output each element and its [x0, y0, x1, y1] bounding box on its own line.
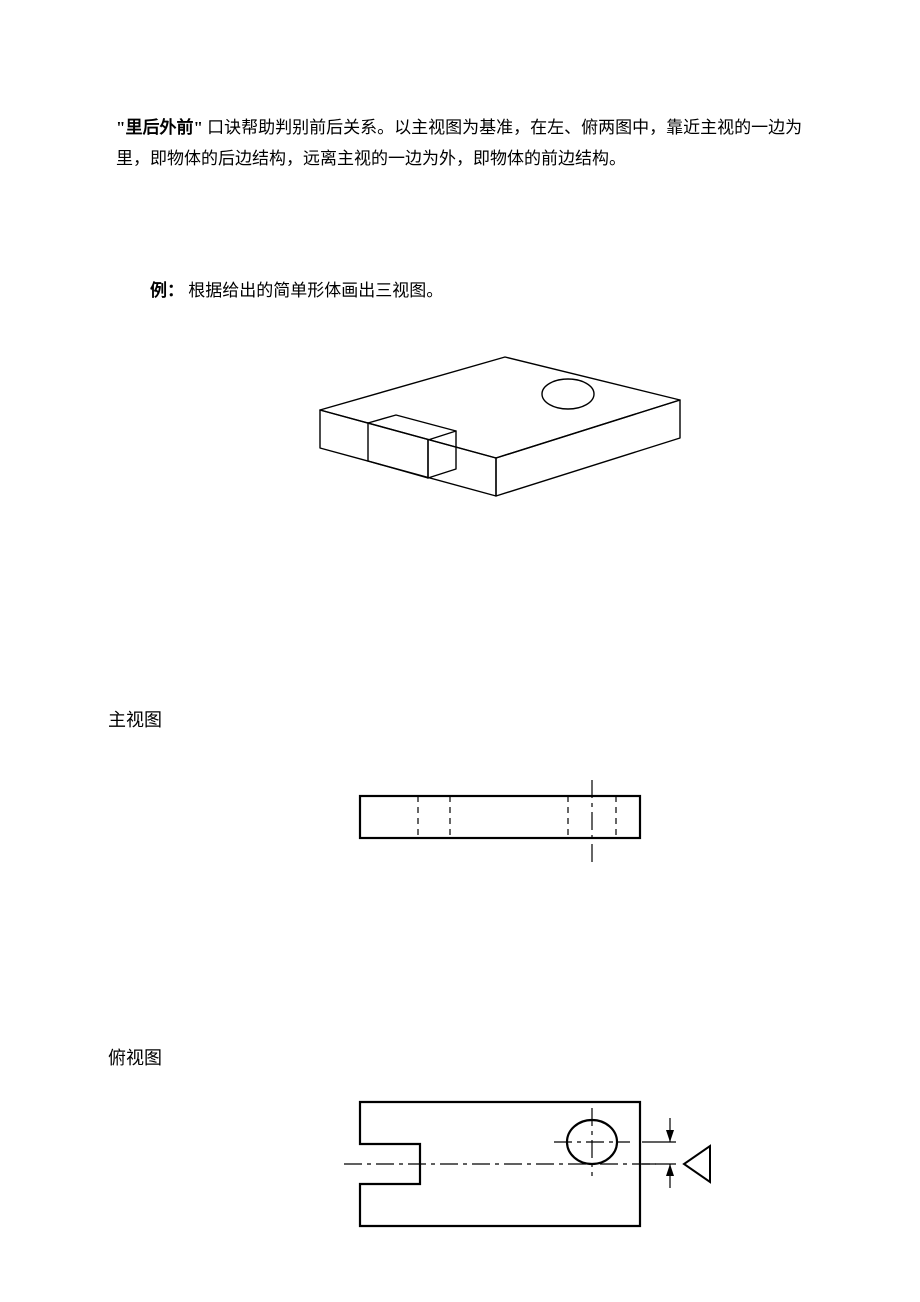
example-line: 例： 根据给出的简单形体画出三视图。 [150, 275, 830, 306]
para1-bold: "里后外前" [116, 118, 203, 137]
example-bold: 例： [150, 281, 184, 300]
page-root: "里后外前" 口诀帮助判别前后关系。以主视图为基准，在左、俯两图中，靠近主视的一… [0, 0, 920, 1302]
isometric-diagram [260, 330, 700, 550]
iso-notch-top [368, 415, 456, 440]
example-rest: 根据给出的简单形体画出三视图。 [184, 281, 443, 300]
dim-arrow-up [666, 1130, 674, 1142]
para1-rest: 口诀帮助判别前后关系。以主视图为基准，在左、俯两图中，靠近主视的一边为里，即物体… [116, 118, 802, 168]
label-top-view: 俯视图 [108, 1044, 162, 1070]
iso-front-face [320, 410, 496, 496]
iso-hole [542, 379, 594, 409]
iso-notch-floor [368, 461, 428, 478]
iso-top-face [320, 357, 680, 458]
iso-right-face [496, 400, 680, 496]
paragraph-mnemonic: "里后外前" 口诀帮助判别前后关系。以主视图为基准，在左、俯两图中，靠近主视的一… [116, 112, 816, 175]
dim-arrow-down [666, 1164, 674, 1176]
top-view-diagram [330, 1082, 770, 1262]
front-rect [360, 796, 640, 838]
label-front-view: 主视图 [108, 706, 162, 732]
front-view-diagram [330, 766, 690, 886]
view-marker-triangle [684, 1146, 710, 1182]
